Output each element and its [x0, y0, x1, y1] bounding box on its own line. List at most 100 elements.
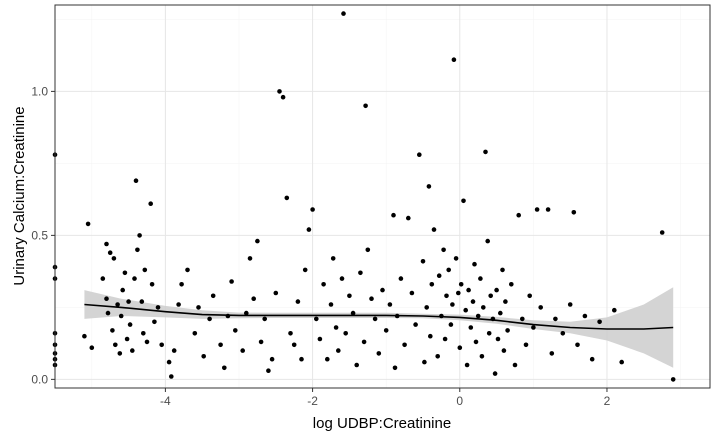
data-point [288, 331, 293, 336]
data-point [262, 316, 268, 322]
data-point [505, 328, 510, 333]
data-point [589, 356, 595, 362]
data-point [516, 212, 521, 218]
data-point [255, 238, 260, 244]
data-point [171, 348, 177, 353]
data-point [512, 362, 518, 368]
data-point [479, 354, 485, 359]
data-point [258, 339, 264, 345]
confidence-band [84, 287, 674, 368]
data-point [207, 316, 212, 322]
data-point [363, 103, 368, 109]
data-point [317, 336, 323, 342]
data-point [527, 293, 532, 299]
grid-lines [55, 5, 710, 388]
data-point [498, 310, 503, 316]
x-axis-title: log UDBP:Creatinine [313, 415, 451, 432]
data-point [453, 256, 459, 261]
data-point [481, 305, 486, 310]
data-point [192, 331, 198, 336]
data-point [277, 89, 282, 94]
data-point [619, 359, 624, 365]
data-point [534, 207, 540, 212]
data-point [144, 339, 150, 345]
data-point [229, 279, 234, 284]
data-point [280, 94, 286, 100]
data-point [392, 365, 398, 371]
data-point [139, 299, 145, 304]
data-point [406, 215, 411, 221]
data-point [571, 210, 577, 215]
data-point [89, 345, 95, 351]
data-point [442, 336, 448, 342]
data-point [372, 316, 378, 322]
data-point [176, 302, 181, 307]
data-point [210, 293, 216, 299]
y-axis: 0.0 0.5 1.0 [31, 84, 55, 386]
data-point [336, 348, 341, 353]
x-tick-label: -4 [160, 394, 171, 408]
data-point [387, 302, 393, 307]
smooth-line [84, 303, 674, 330]
data-point [118, 313, 124, 319]
data-point [149, 282, 155, 287]
data-point [321, 282, 326, 287]
data-point [567, 302, 573, 307]
data-point [486, 331, 492, 336]
data-point [295, 299, 301, 304]
data-point [424, 305, 430, 310]
data-point [461, 198, 466, 204]
data-point [545, 207, 551, 212]
data-point [130, 348, 135, 353]
data-point [113, 342, 118, 348]
data-point [446, 267, 452, 273]
data-point [422, 359, 427, 365]
data-point [478, 276, 483, 281]
data-point [111, 256, 117, 261]
data-point [488, 293, 494, 299]
data-point [159, 342, 164, 348]
data-point [126, 299, 131, 304]
data-point [376, 351, 382, 356]
data-point [520, 316, 525, 322]
data-point [347, 293, 352, 299]
data-point [310, 207, 315, 212]
data-point [328, 302, 334, 307]
data-point [435, 354, 441, 359]
data-point [179, 282, 184, 287]
data-point [137, 233, 142, 238]
data-point [531, 325, 536, 330]
data-point [240, 348, 245, 353]
data-point [475, 313, 481, 319]
data-point [483, 149, 488, 155]
x-tick-label: 0 [456, 394, 463, 408]
data-point [196, 305, 201, 310]
data-point [110, 328, 115, 333]
data-point [201, 354, 206, 359]
data-point [441, 247, 446, 253]
data-point [464, 362, 470, 368]
data-point [659, 230, 665, 235]
data-point [470, 299, 476, 304]
data-point [343, 331, 349, 336]
data-point [350, 310, 356, 316]
data-point [365, 247, 371, 253]
data-point [115, 302, 120, 307]
data-point [132, 276, 137, 281]
data-point [560, 331, 566, 336]
data-point [428, 333, 433, 339]
x-tick-label: 2 [604, 394, 611, 408]
data-point [247, 256, 253, 261]
data-point [233, 328, 238, 333]
data-point [120, 287, 125, 293]
data-point [148, 201, 153, 206]
data-point [341, 11, 346, 16]
data-point [444, 293, 449, 299]
data-point [185, 267, 190, 273]
data-point [420, 259, 426, 264]
data-point [391, 212, 396, 218]
data-point [575, 342, 580, 348]
y-axis-title: Urinary Calcium:Creatinine [11, 106, 28, 285]
data-point [451, 57, 457, 62]
